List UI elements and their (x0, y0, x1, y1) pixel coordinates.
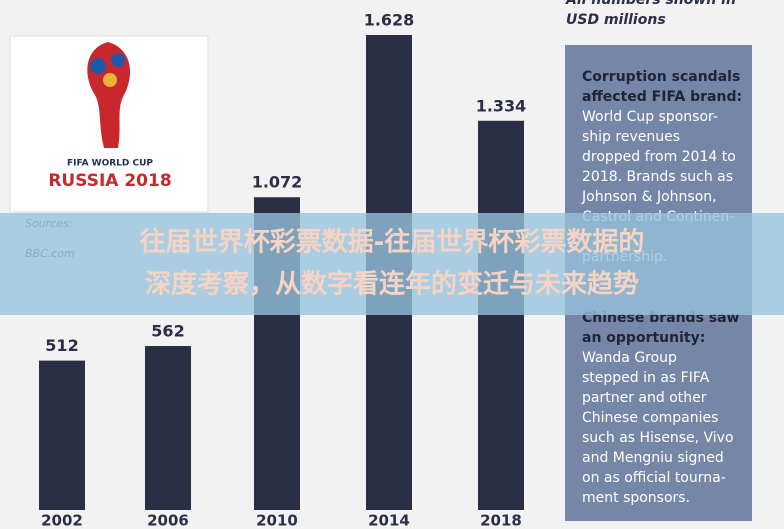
x-tick-label: 2006 (147, 512, 189, 529)
sidebar-text: Johnson & Johnson, (581, 189, 717, 205)
header-note: USD millions (566, 12, 666, 28)
logo-emblem (87, 42, 131, 148)
value-label: 1.334 (476, 96, 527, 115)
sidebar-text: Chinese companies (582, 410, 718, 426)
sidebar-text: and Mengniu signed (582, 450, 724, 466)
value-label: 562 (151, 322, 184, 341)
banner (0, 213, 784, 315)
value-label: 1.072 (252, 173, 303, 192)
logo-line: FIFA WORLD CUP (67, 159, 153, 169)
sidebar-text: World Cup sponsor- (582, 109, 718, 125)
sidebar-text: stepped in as FIFA (582, 370, 710, 386)
sidebar-text: ship revenues (582, 129, 680, 145)
sidebar-heading: an opportunity: (582, 330, 705, 346)
header-note: All numbers shown in (565, 0, 736, 8)
x-tick-label: 2018 (480, 512, 522, 529)
x-tick-label: 2014 (368, 512, 410, 529)
x-tick-label: 2002 (41, 512, 83, 529)
bar (145, 346, 191, 510)
sidebar-heading: Corruption scandals (582, 69, 740, 85)
value-label: 1.628 (364, 11, 415, 30)
banner-text: 往届世界杯彩票数据-往届世界杯彩票数据的 (140, 227, 645, 258)
value-label: 512 (45, 336, 78, 355)
banner-text: 深度考察，从数字看连年的变迁与未来趋势 (145, 269, 639, 300)
sidebar-text: Wanda Group (582, 350, 677, 366)
logo-title: RUSSIA 2018 (48, 171, 171, 191)
sidebar-text: ment sponsors. (582, 490, 690, 506)
bar (39, 360, 85, 510)
bar (478, 120, 524, 511)
x-tick-label: 2010 (256, 512, 298, 529)
sidebar-text: on as official tourna- (582, 470, 726, 486)
sidebar-text: such as Hisense, Vivo (582, 430, 734, 446)
sidebar-text: partner and other (582, 390, 707, 406)
sidebar-text: dropped from 2014 to (582, 149, 736, 165)
sidebar-text: 2018. Brands such as (582, 169, 733, 185)
sidebar-heading: affected FIFA brand: (582, 89, 742, 105)
